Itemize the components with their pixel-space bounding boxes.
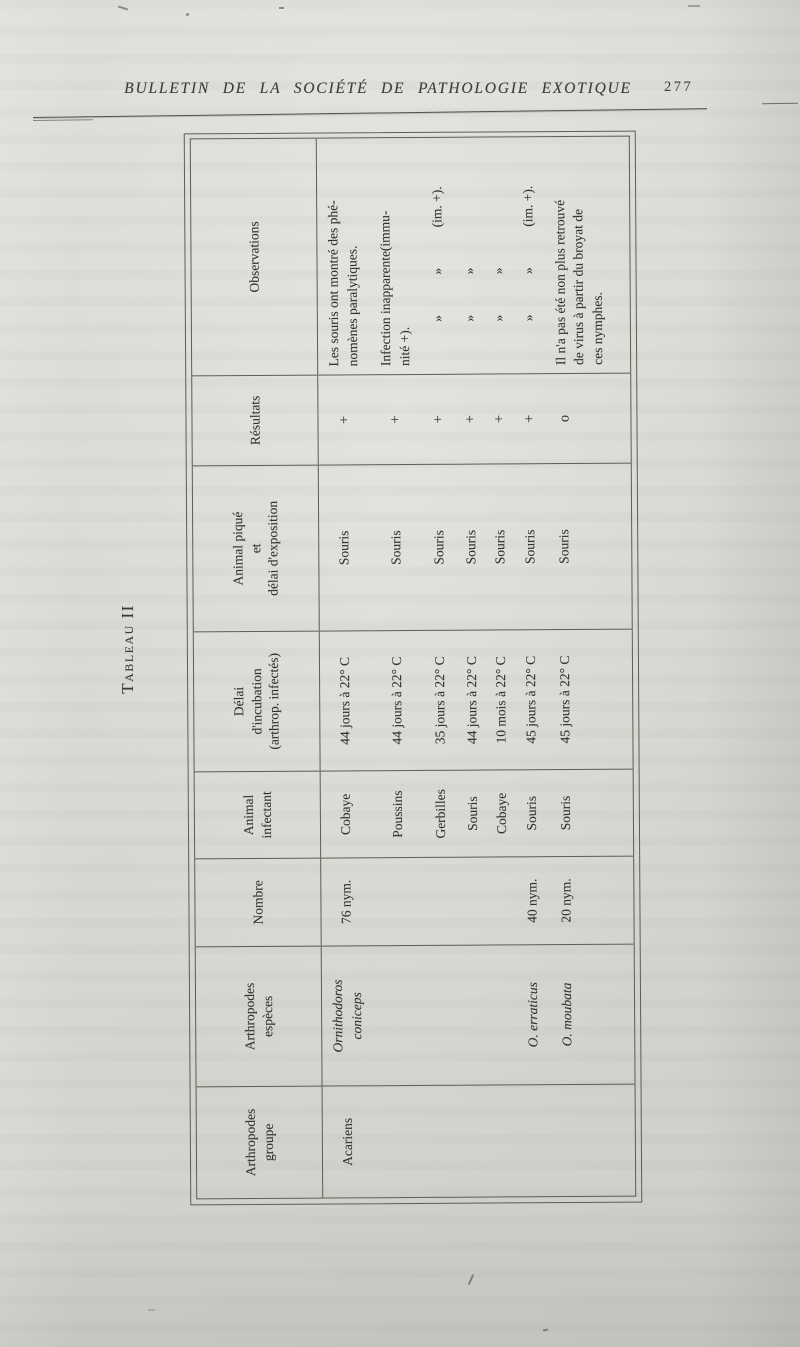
- scan-speck: [279, 7, 284, 9]
- cell-animal-infectant: Poussins: [372, 770, 425, 858]
- cell-animal-infectant: Souris: [516, 769, 549, 857]
- rotated-table-area: Arthropodes groupe Arthropodes espèces N…: [183, 130, 643, 1206]
- col-header-delai-incubation: Délai d'incubation (arthrop. infectés): [193, 631, 321, 772]
- cell-observations: » »: [484, 136, 514, 375]
- cell-nombre: 76 nym.: [320, 857, 374, 947]
- cell-observations: Il n'a pas été non plus retrouvé de viru…: [544, 136, 631, 374]
- cell-nombre: 20 nym.: [548, 856, 635, 945]
- cell-delai: 45 jours à 22° C: [515, 629, 549, 770]
- cell-animal-pique: Souris: [546, 463, 633, 630]
- scan-speck: [467, 1274, 475, 1285]
- cell-espece: O. erraticus: [517, 944, 551, 1085]
- cell-animal-infectant: Gerbilles: [424, 770, 459, 858]
- table-row: Poussins 44 jours à 22° C Souris + Infec…: [368, 137, 427, 1197]
- scan-speck: [688, 5, 700, 7]
- cell-espece: [425, 945, 461, 1086]
- scan-speck: [148, 1309, 155, 1311]
- cell-resultat: +: [485, 373, 515, 465]
- cell-nombre: 40 nym.: [516, 856, 550, 945]
- cell-observations: » » (im. +).: [512, 136, 546, 374]
- reading-orientation-wrapper: Arthropodes groupe Arthropodes espèces N…: [183, 130, 643, 1206]
- col-header-arthropodes-especes: Arthropodes espèces: [195, 946, 323, 1087]
- cell-observations: Les souris ont montré des phé- nomènes p…: [316, 137, 370, 376]
- cell-espece: [489, 944, 519, 1086]
- cell-espece: O. moubata: [549, 944, 636, 1085]
- cell-resultat: +: [455, 374, 487, 465]
- scan-speck: [186, 13, 189, 16]
- cell-animal-pique: Souris: [422, 464, 458, 631]
- cell-groupe: [374, 1085, 427, 1197]
- cell-resultat: +: [513, 373, 547, 464]
- cell-resultat: +: [317, 374, 371, 466]
- cell-resultat: +: [369, 374, 423, 465]
- cell-nombre: [372, 857, 426, 946]
- cell-resultat: o: [545, 373, 632, 464]
- cell-observations: Infection inapparente(immu- nité +).: [368, 137, 422, 375]
- cell-observations: » »: [454, 137, 486, 375]
- cell-delai: 44 jours à 22° C: [457, 630, 489, 771]
- cell-animal-pique: Souris: [486, 463, 516, 631]
- header-rule: [33, 108, 707, 118]
- cell-delai: 44 jours à 22° C: [371, 630, 425, 771]
- cell-animal-pique: Souris: [318, 464, 372, 632]
- cell-animal-infectant: Souris: [458, 770, 489, 858]
- journal-title: BULLETIN DE LA SOCIÉTÉ DE PATHOLOGIE EXO…: [124, 80, 632, 97]
- col-header-nombre: Nombre: [194, 858, 322, 947]
- cell-espece: [459, 945, 491, 1086]
- scan-speck: [542, 1328, 549, 1332]
- cell-groupe: [518, 1085, 551, 1197]
- scan-speck: [117, 5, 129, 11]
- page-number: 277: [664, 79, 694, 95]
- table-title: Tableau II: [118, 604, 137, 694]
- cell-animal-pique: Souris: [370, 464, 424, 631]
- cell-delai: 44 jours à 22° C: [319, 630, 373, 772]
- cell-groupe: [460, 1085, 491, 1197]
- cell-groupe: [490, 1085, 519, 1197]
- cell-nombre: [458, 857, 490, 946]
- cell-nombre: [488, 856, 518, 946]
- col-header-animal-infectant: Animal infectant: [194, 771, 321, 859]
- cell-groupe: Acariens: [340, 1117, 356, 1166]
- table-row: O. moubata 20 nym. Souris 45 jours à 22°…: [544, 136, 636, 1197]
- cell-observations: » » (im. +).: [420, 137, 456, 375]
- cell-animal-pique: Souris: [456, 464, 488, 631]
- cell-animal-infectant: Souris: [548, 769, 634, 857]
- table-row: Acariens Ornithodoros coniceps 76 nym. C…: [316, 137, 375, 1198]
- cell-espece: Ornithodoros coniceps: [321, 945, 375, 1087]
- cell-nombre: [424, 857, 460, 946]
- header-row: Arthropodes groupe Arthropodes espèces N…: [190, 138, 323, 1199]
- col-header-animal-pique: Animal piqué et délai d'exposition: [192, 465, 320, 632]
- cell-groupe: [426, 1085, 461, 1197]
- header-rule-right-dash: [761, 102, 799, 105]
- cell-delai: 35 jours à 22° C: [423, 630, 459, 771]
- cell-animal-infectant: Cobaye: [488, 769, 517, 858]
- col-header-resultats: Résultats: [191, 375, 319, 466]
- col-header-arthropodes-groupe: Arthropodes groupe: [196, 1086, 323, 1199]
- cell-animal-infectant: Cobaye: [320, 770, 373, 859]
- cell-delai: 10 mois à 22° C: [487, 629, 517, 771]
- cell-animal-pique: Souris: [514, 463, 548, 630]
- cell-espece: [373, 945, 427, 1086]
- cell-resultat: +: [421, 374, 457, 465]
- header-rule-start-dash: [33, 119, 94, 121]
- col-header-observations: Observations: [190, 138, 318, 376]
- cell-groupe: [550, 1084, 636, 1197]
- data-table: Arthropodes groupe Arthropodes espèces N…: [189, 135, 637, 1200]
- cell-delai: 45 jours à 22° C: [547, 629, 634, 770]
